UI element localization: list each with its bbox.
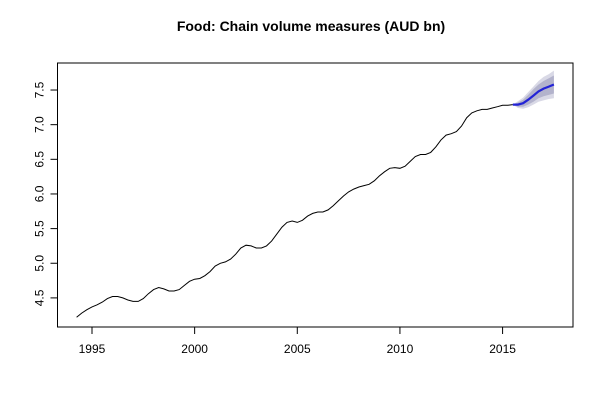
plot-box xyxy=(57,62,574,328)
x-tick-label: 2015 xyxy=(489,342,516,356)
x-tick-label: 2010 xyxy=(387,342,414,356)
series-line xyxy=(76,104,513,318)
chart-title: Food: Chain volume measures (AUD bn) xyxy=(177,18,445,34)
y-tick-label: 5.0 xyxy=(33,255,47,272)
y-tick-label: 6.0 xyxy=(33,185,47,202)
y-tick-label: 7.5 xyxy=(33,81,47,98)
x-tick-label: 2000 xyxy=(181,342,208,356)
series-line xyxy=(512,83,555,106)
y-tick-label: 7.0 xyxy=(33,116,47,133)
x-tick-label: 2005 xyxy=(284,342,311,356)
prediction-band xyxy=(512,75,554,107)
y-tick-label: 5.5 xyxy=(33,220,47,237)
y-tick-label: 6.5 xyxy=(33,151,47,168)
y-tick-label: 4.5 xyxy=(33,289,47,306)
x-tick-label: 1995 xyxy=(79,342,106,356)
